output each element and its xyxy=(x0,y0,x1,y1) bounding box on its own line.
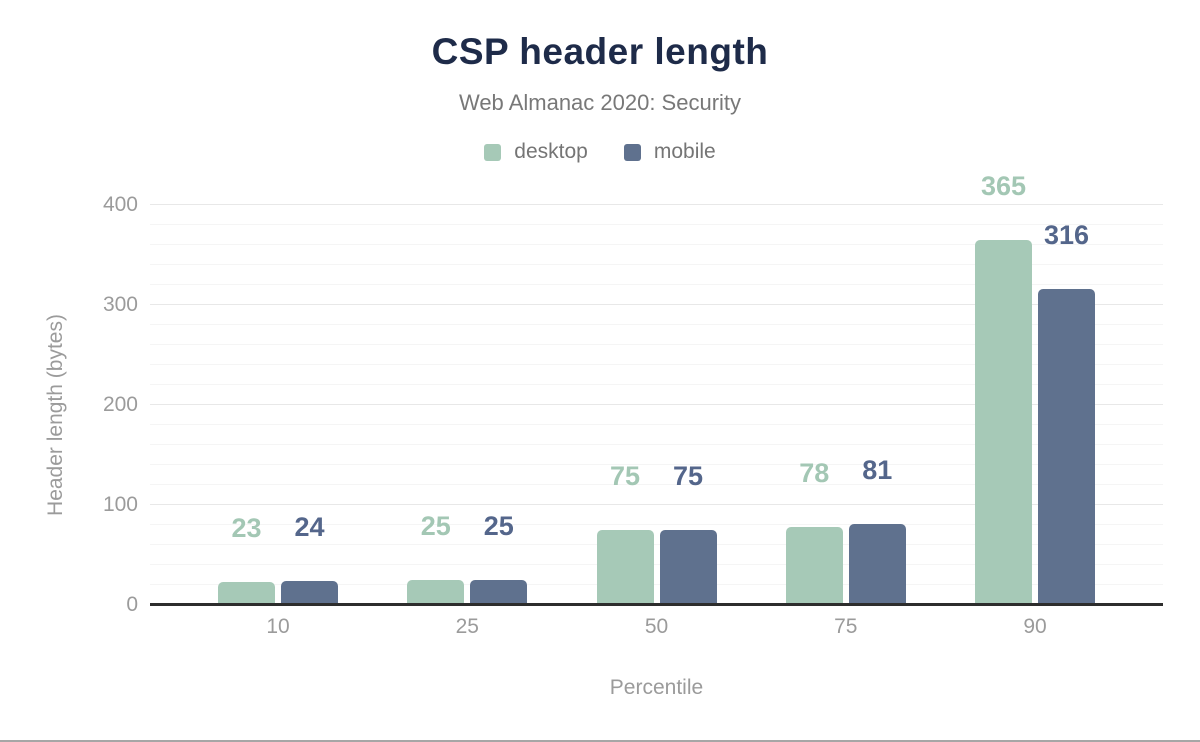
gridline-300 xyxy=(150,304,1163,305)
x-tick-90: 90 xyxy=(1023,615,1047,638)
legend: desktop mobile xyxy=(0,140,1200,164)
legend-label-mobile: mobile xyxy=(653,140,716,163)
legend-label-desktop: desktop xyxy=(514,140,588,163)
chart-subtitle: Web Almanac 2020: Security xyxy=(458,90,742,115)
y-tick-0: 0 xyxy=(126,593,138,616)
bar-label-mobile-p50: 75 xyxy=(672,461,704,491)
bar-mobile-p10[interactable] xyxy=(281,581,338,605)
gridline-240 xyxy=(150,364,1163,365)
y-tick-400: 400 xyxy=(102,193,138,216)
y-axis-tick-labels: 0 100 200 300 400 xyxy=(0,193,138,616)
x-axis-tick-labels: 10 25 50 75 90 xyxy=(150,615,1163,641)
bar-mobile-p90[interactable] xyxy=(1038,289,1095,605)
gridline-200 xyxy=(150,404,1163,405)
y-tick-300: 300 xyxy=(102,293,138,316)
bar-mobile-p25[interactable] xyxy=(470,580,528,605)
gridline-100 xyxy=(150,504,1163,505)
chart-title: CSP header length xyxy=(431,31,769,72)
gridline-320 xyxy=(150,284,1163,285)
legend-item-desktop: desktop xyxy=(484,140,588,164)
legend-item-mobile: mobile xyxy=(623,140,716,164)
gridline-260 xyxy=(150,344,1163,345)
gridline-40 xyxy=(150,564,1163,565)
x-axis-title: Percentile xyxy=(609,676,704,699)
bar-label-desktop-p50: 75 xyxy=(609,461,641,491)
bar-desktop-p90[interactable] xyxy=(975,240,1032,605)
gridline-280 xyxy=(150,324,1163,325)
gridline-400 xyxy=(150,204,1163,205)
x-tick-25: 25 xyxy=(455,615,479,638)
bar-desktop-p25[interactable] xyxy=(407,580,465,605)
y-tick-100: 100 xyxy=(102,493,138,516)
bar-mobile-p50[interactable] xyxy=(659,530,717,605)
bar-label-mobile-p75: 81 xyxy=(862,455,893,485)
bar-label-desktop-p90: 365 xyxy=(980,171,1027,201)
x-tick-10: 10 xyxy=(266,615,290,638)
plot-area: 23 24 25 25 75 75 78 81 365 316 xyxy=(150,171,1163,606)
bar-desktop-p75[interactable] xyxy=(785,527,843,605)
gridline-140 xyxy=(150,464,1163,465)
bar-label-mobile-p10: 24 xyxy=(294,512,325,542)
bar-label-desktop-p75: 78 xyxy=(799,458,830,488)
gridline-80 xyxy=(150,524,1163,525)
gridline-60 xyxy=(150,544,1163,545)
gridline-20 xyxy=(150,584,1163,585)
bar-desktop-p50[interactable] xyxy=(596,530,654,605)
legend-swatch-mobile xyxy=(623,143,641,161)
x-axis-line xyxy=(150,603,1163,606)
gridline-120 xyxy=(150,484,1163,485)
bar-label-mobile-p25: 25 xyxy=(483,511,514,541)
bar-desktop-p10[interactable] xyxy=(218,582,275,605)
x-tick-50: 50 xyxy=(644,615,669,638)
legend-swatch-desktop xyxy=(484,143,502,161)
gridline-340 xyxy=(150,264,1163,265)
bar-label-desktop-p25: 25 xyxy=(420,511,451,541)
x-tick-75: 75 xyxy=(834,615,858,638)
bar-label-desktop-p10: 23 xyxy=(231,513,262,543)
bar-label-mobile-p90: 316 xyxy=(1043,220,1090,250)
gridline-380 xyxy=(150,224,1163,225)
gridline-220 xyxy=(150,384,1163,385)
y-tick-200: 200 xyxy=(102,393,138,416)
bottom-border xyxy=(0,740,1200,742)
bar-mobile-p75[interactable] xyxy=(848,524,906,605)
gridline-160 xyxy=(150,444,1163,445)
gridline-180 xyxy=(150,424,1163,425)
gridline-360 xyxy=(150,244,1163,245)
